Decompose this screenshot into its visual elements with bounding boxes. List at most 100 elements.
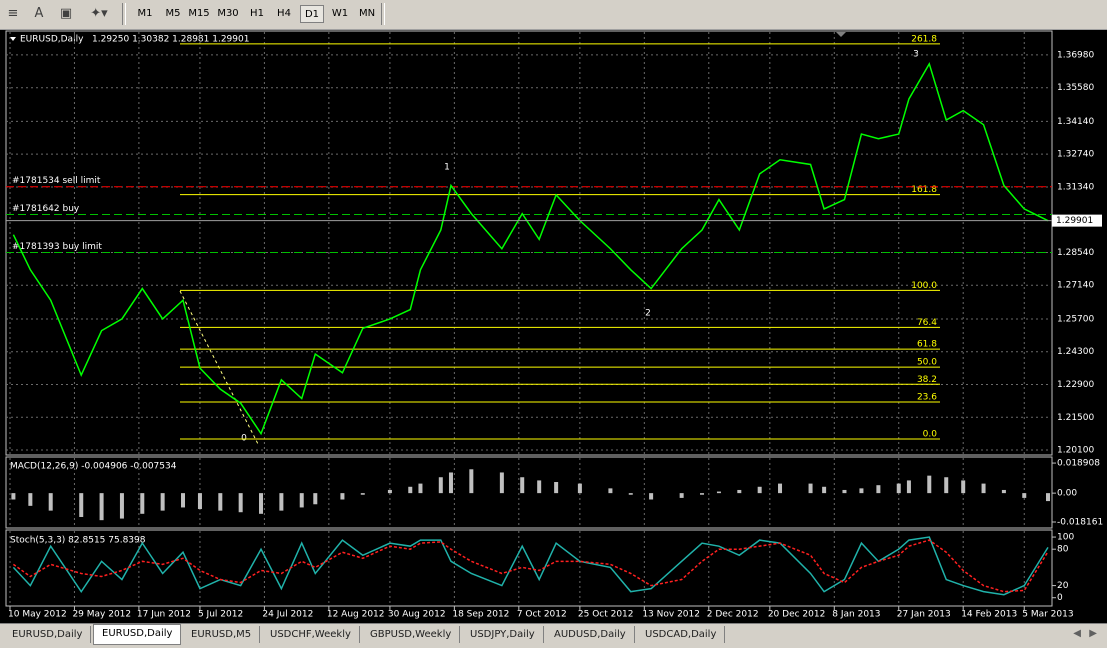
macd-bar [737,489,742,494]
stoch-line [12,536,1049,596]
macd-bar [822,486,827,494]
separator [381,3,385,25]
chart-tab[interactable]: GBPUSD,Weekly [362,626,461,643]
macd-bar [554,482,559,494]
chart-tab[interactable]: USDJPY,Daily [462,626,544,643]
label-tool-icon[interactable]: ▣ [59,6,73,21]
wave-label: 1 [444,163,450,173]
order-label: #1781534 sell limit [12,176,101,186]
macd-bar [700,493,704,495]
fibo-label: 61.8 [917,340,937,350]
macd-bar [279,493,284,511]
macd-bar [876,485,881,494]
collapse-arrow[interactable] [10,37,16,41]
stoch-line [12,539,1049,593]
chart: EURUSD,Daily 1.29250 1.30382 1.28981 1.2… [0,30,1107,623]
y-tick-label: 0 [1057,593,1063,603]
macd-bar [119,493,124,519]
tab-scroll-left[interactable]: ◀ [1073,628,1081,639]
macd-bar [778,483,783,494]
separator [122,3,126,25]
timeframe-button[interactable]: W1 [331,8,349,19]
timeframe-button[interactable]: H1 [250,8,264,19]
timeframe-button[interactable]: M1 [137,8,153,19]
tab-bar: ◀ ▶ EURUSD,Daily EURUSD,Daily EURUSD,M5 USD… [0,623,1107,648]
x-tick-label: 8 Jan 2013 [832,610,880,620]
macd-bar [181,493,185,508]
macd-bar [896,483,901,494]
y-tick-label: 1.27140 [1057,281,1094,291]
order-label: #1781393 buy limit [12,242,102,252]
macd-bar [808,483,813,494]
main-panel-frame [5,30,1053,456]
macd-bar [448,472,453,494]
chart-tab[interactable]: AUDUSD,Daily [546,626,635,643]
x-tick-label: 2 Dec 2012 [707,610,759,620]
arrows-tool-icon[interactable]: ✦▾ [90,6,108,21]
timeframe-button[interactable]: M15 [188,8,210,19]
x-tick-label: 25 Oct 2012 [578,610,634,620]
macd-bar [842,489,847,494]
macd-bar [48,493,53,511]
macd-panel-frame [5,456,1053,529]
toolbar: ≡ A ▣ ✦▾ M1 M5 M15 M30 H1 H4 D1 W1 MN [0,0,1107,30]
macd-bar [944,477,949,494]
chart-tab[interactable]: USDCAD,Daily [637,626,726,643]
panels [5,30,1053,607]
macd-bar [11,493,16,500]
fibo-label: 100.0 [911,281,937,291]
timeframe-button[interactable]: D1 [300,5,324,23]
y-tick-label: 100 [1057,533,1074,543]
y-tick-label: 0.018908 [1057,459,1100,469]
x-tick-label: 12 Aug 2012 [327,610,385,620]
order-label: #1781642 buy [12,204,80,214]
x-tick-label: 17 Jun 2012 [137,610,191,620]
text-tool-icon[interactable]: A [34,6,44,21]
fibo-tool-icon[interactable]: ≡ [7,6,19,21]
current-price-label: 1.29901 [1056,216,1093,226]
tab-scroll-right[interactable]: ▶ [1089,628,1097,639]
y-tick-label: 1.35580 [1057,83,1094,93]
y-tick-label: 1.36980 [1057,50,1094,60]
macd-bar [1001,489,1006,494]
timeframe-button[interactable]: H4 [277,8,291,19]
fibo-label: 76.4 [917,318,937,328]
macd-bar [927,475,932,494]
macd-bar [961,480,966,494]
x-tick-label: 18 Sep 2012 [452,610,509,620]
macd-bar [859,488,864,494]
macd-bar [608,488,613,494]
y-tick-label: -0.018161 [1057,518,1103,528]
macd-bar [716,491,721,494]
macd-bar [981,483,986,494]
macd-bar [99,493,104,521]
chart-tab[interactable]: USDCHF,Weekly [262,626,360,643]
chart-tab[interactable]: EURUSD,Daily [4,626,92,643]
chart-tab[interactable]: EURUSD,M5 [183,626,261,643]
ohlc-values: 1.29250 1.30382 1.28981 1.29901 [92,35,249,45]
timeframe-button[interactable]: M30 [217,8,239,19]
macd-bar [418,483,423,494]
macd-bar [537,480,542,494]
y-tick-label: 1.24300 [1057,347,1094,357]
y-tick-label: 1.32740 [1057,150,1094,160]
macd-bar [906,480,911,494]
fibo-label: 161.8 [911,185,937,195]
chart-tab[interactable]: EURUSD,Daily [93,624,182,645]
wave-label: 0 [241,434,247,444]
price-line [12,61,1049,436]
x-tick-label: 20 Dec 2012 [768,610,826,620]
macd-bar [408,486,413,494]
macd-bar [259,493,264,514]
x-tick-label: 30 Aug 2012 [388,610,446,620]
wave-label: 2 [645,309,651,319]
timeframe-button[interactable]: MN [358,8,376,19]
x-tick-label: 14 Feb 2013 [961,610,1017,620]
macd-bar [160,493,165,511]
shift-marker[interactable] [836,32,846,37]
macd-bar [577,483,582,494]
y-tick-label: 1.22900 [1057,380,1094,390]
timeframe-button[interactable]: M5 [165,8,181,19]
y-tick-label: 1.25700 [1057,314,1094,324]
